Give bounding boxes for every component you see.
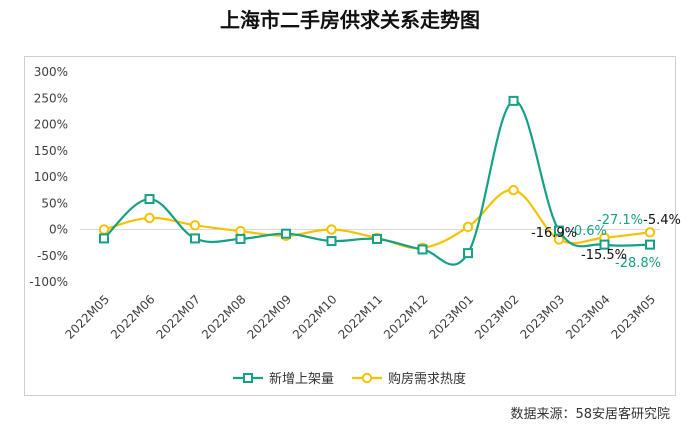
data-point-circle <box>98 224 110 235</box>
data-label: -28.8% <box>615 256 661 271</box>
x-tick-label: 2023M02 <box>472 292 522 342</box>
legend-marker-square <box>243 373 253 383</box>
x-tick-label: 2022M11 <box>336 292 386 342</box>
x-tick-label: 2023M05 <box>609 292 659 342</box>
data-point-square <box>417 244 428 255</box>
data-label: -27.1% <box>597 213 643 228</box>
data-point-square <box>144 194 155 205</box>
data-point-square <box>645 239 655 250</box>
y-tick-label: 200% <box>34 118 68 132</box>
data-label: -16.9% <box>531 226 577 241</box>
y-tick-label: 0% <box>49 223 68 237</box>
data-point-circle <box>462 221 474 233</box>
data-point-square <box>554 225 564 236</box>
legend-marker-circle <box>361 372 373 384</box>
x-tick-label: 2022M08 <box>199 292 249 342</box>
legend-label-new-listings: 新增上架量 <box>269 371 334 387</box>
data-point-square <box>326 236 337 247</box>
x-tick-label: 2023M03 <box>518 292 568 342</box>
data-point-square <box>190 233 200 244</box>
chart-frame <box>24 56 676 396</box>
y-tick-label: 150% <box>34 144 68 158</box>
x-tick-label: 2022M07 <box>154 292 204 342</box>
data-point-square <box>372 233 382 244</box>
data-label: -5.4% <box>643 213 681 228</box>
y-tick-label: 250% <box>34 91 68 105</box>
x-tick-label: 2022M06 <box>108 292 158 342</box>
y-tick-label: 50% <box>41 196 68 210</box>
data-point-square <box>281 228 291 239</box>
data-point-square <box>508 95 519 106</box>
x-tick-label: 2023M01 <box>427 292 477 342</box>
y-tick-label: 100% <box>34 170 68 184</box>
data-point-circle <box>189 220 201 231</box>
x-tick-label: 2022M09 <box>245 292 295 342</box>
data-point-circle <box>144 212 155 224</box>
x-tick-label: 2023M04 <box>563 292 613 342</box>
data-source-note: 数据来源：58安居客研究院 <box>510 407 670 422</box>
data-point-square <box>463 248 473 259</box>
data-point-circle <box>326 224 337 235</box>
x-tick-label: 2022M10 <box>290 292 340 342</box>
y-tick-label: -50% <box>37 249 68 263</box>
data-point-circle <box>508 184 519 196</box>
data-label: -0.6% <box>569 224 607 239</box>
x-tick-label: 2022M12 <box>381 292 431 342</box>
data-label: -15.5% <box>581 248 627 263</box>
data-point-square <box>99 233 109 244</box>
chart-title: 上海市二手房供求关系走势图 <box>220 8 480 32</box>
y-tick-label: 300% <box>34 65 68 79</box>
y-tick-label: -100% <box>29 275 68 289</box>
legend-label-demand: 购房需求热度 <box>388 371 466 387</box>
data-point-circle <box>644 227 656 238</box>
x-tick-label: 2022M05 <box>63 292 113 342</box>
data-point-square <box>235 233 246 244</box>
data-point-square <box>599 239 610 250</box>
